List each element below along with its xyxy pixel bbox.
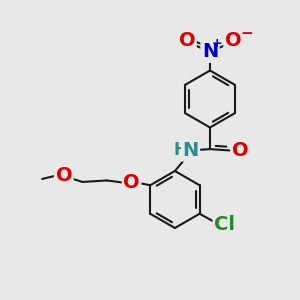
Text: N: N bbox=[182, 141, 199, 160]
Text: −: − bbox=[241, 26, 253, 41]
Text: O: O bbox=[123, 173, 140, 192]
Text: O: O bbox=[178, 31, 195, 50]
Text: Cl: Cl bbox=[214, 215, 235, 234]
Text: H: H bbox=[173, 141, 187, 159]
Text: O: O bbox=[56, 166, 72, 185]
Text: O: O bbox=[232, 141, 248, 160]
Text: O: O bbox=[225, 31, 242, 50]
Text: N: N bbox=[202, 42, 218, 62]
Text: +: + bbox=[211, 37, 222, 50]
